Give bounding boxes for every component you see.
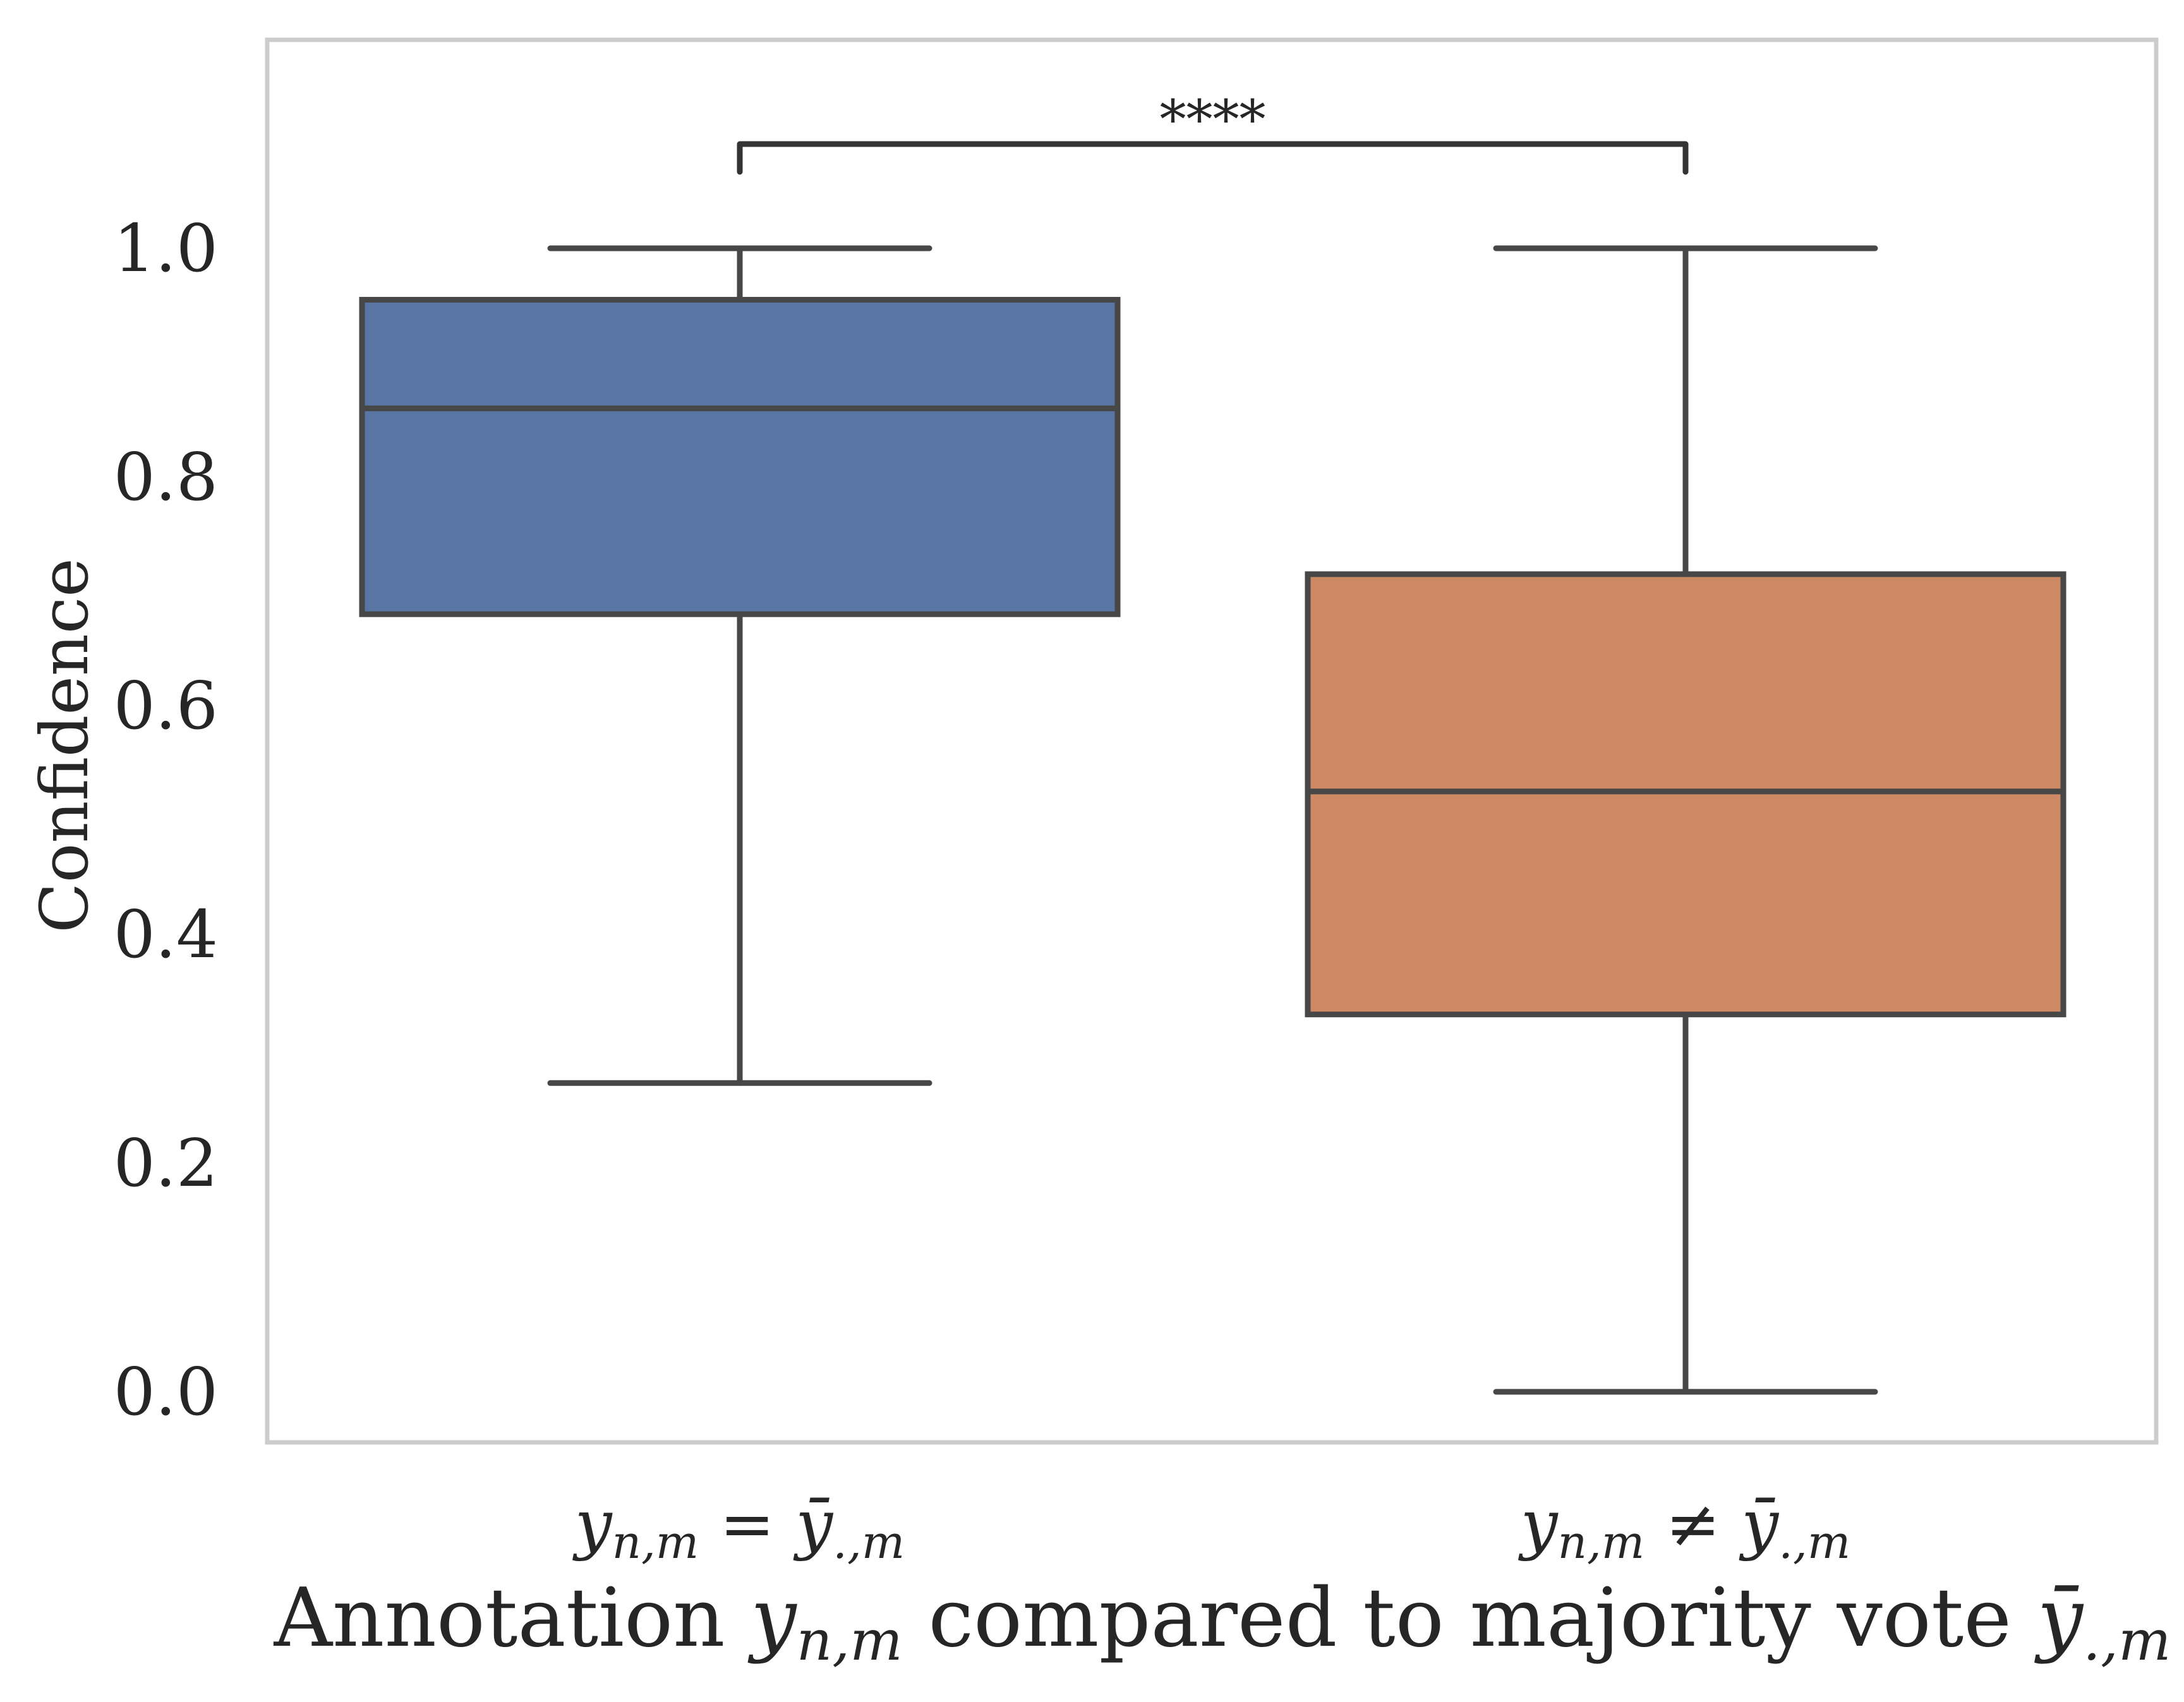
y-tick-label: 0.6 [114, 667, 218, 744]
box-group-agree [359, 245, 1121, 1086]
box-iqr-disagree [1305, 571, 2066, 1018]
y-tick-label: 0.0 [114, 1353, 218, 1430]
x-axis-label-prefix: Annotation [274, 1571, 751, 1665]
x-tick-label-part: ȳ [1739, 1485, 1779, 1562]
x-axis-label: Annotation yn,m compared to majority vot… [274, 1571, 2171, 1673]
significance-bracket [737, 141, 1689, 175]
x-axis-label-var1: y [747, 1571, 797, 1665]
y-tick-label: 0.8 [114, 438, 218, 516]
x-axis-label-var1-sub: n,m [797, 1608, 903, 1673]
x-tick-label-part: .,m [1778, 1516, 1850, 1569]
y-tick-label: 1.0 [114, 210, 218, 287]
x-tick-label-part: n,m [612, 1516, 699, 1569]
x-axis-label-middle: compared to majority vote [903, 1571, 2037, 1665]
y-tick-labels: 0.0 0.2 0.4 0.6 0.8 1.0 [114, 210, 218, 1430]
x-tick-label: yn,m ≠ ȳ.,m [1518, 1485, 1850, 1569]
x-tick-label-part: n,m [1558, 1516, 1645, 1569]
x-tick-label: yn,m = ȳ.,m [572, 1485, 905, 1569]
x-tick-label-part: ȳ [793, 1485, 833, 1562]
x-tick-label-part: ≠ [1644, 1485, 1741, 1562]
plot-frame [265, 37, 2159, 1445]
box-iqr-agree [359, 296, 1121, 617]
x-tick-label-part: .,m [833, 1516, 905, 1569]
x-axis-label-var2: ȳ [2034, 1571, 2084, 1665]
y-axis-label: Confidence [26, 558, 103, 932]
y-tick-label: 0.2 [114, 1125, 218, 1202]
x-axis-label-var2-sub: .,m [2083, 1608, 2171, 1673]
x-tick-labels: yn,m = ȳ.,m yn,m ≠ ȳ.,m [572, 1485, 1850, 1569]
significance-annotation: **** [737, 88, 1689, 175]
x-tick-label-part: = [699, 1485, 795, 1562]
boxes-layer [359, 245, 2066, 1395]
x-tick-label-part: y [1518, 1485, 1559, 1562]
x-tick-label-part: y [572, 1485, 613, 1562]
box-group-disagree [1305, 245, 2066, 1395]
significance-label: **** [1160, 88, 1266, 150]
y-tick-label: 0.4 [114, 896, 218, 973]
